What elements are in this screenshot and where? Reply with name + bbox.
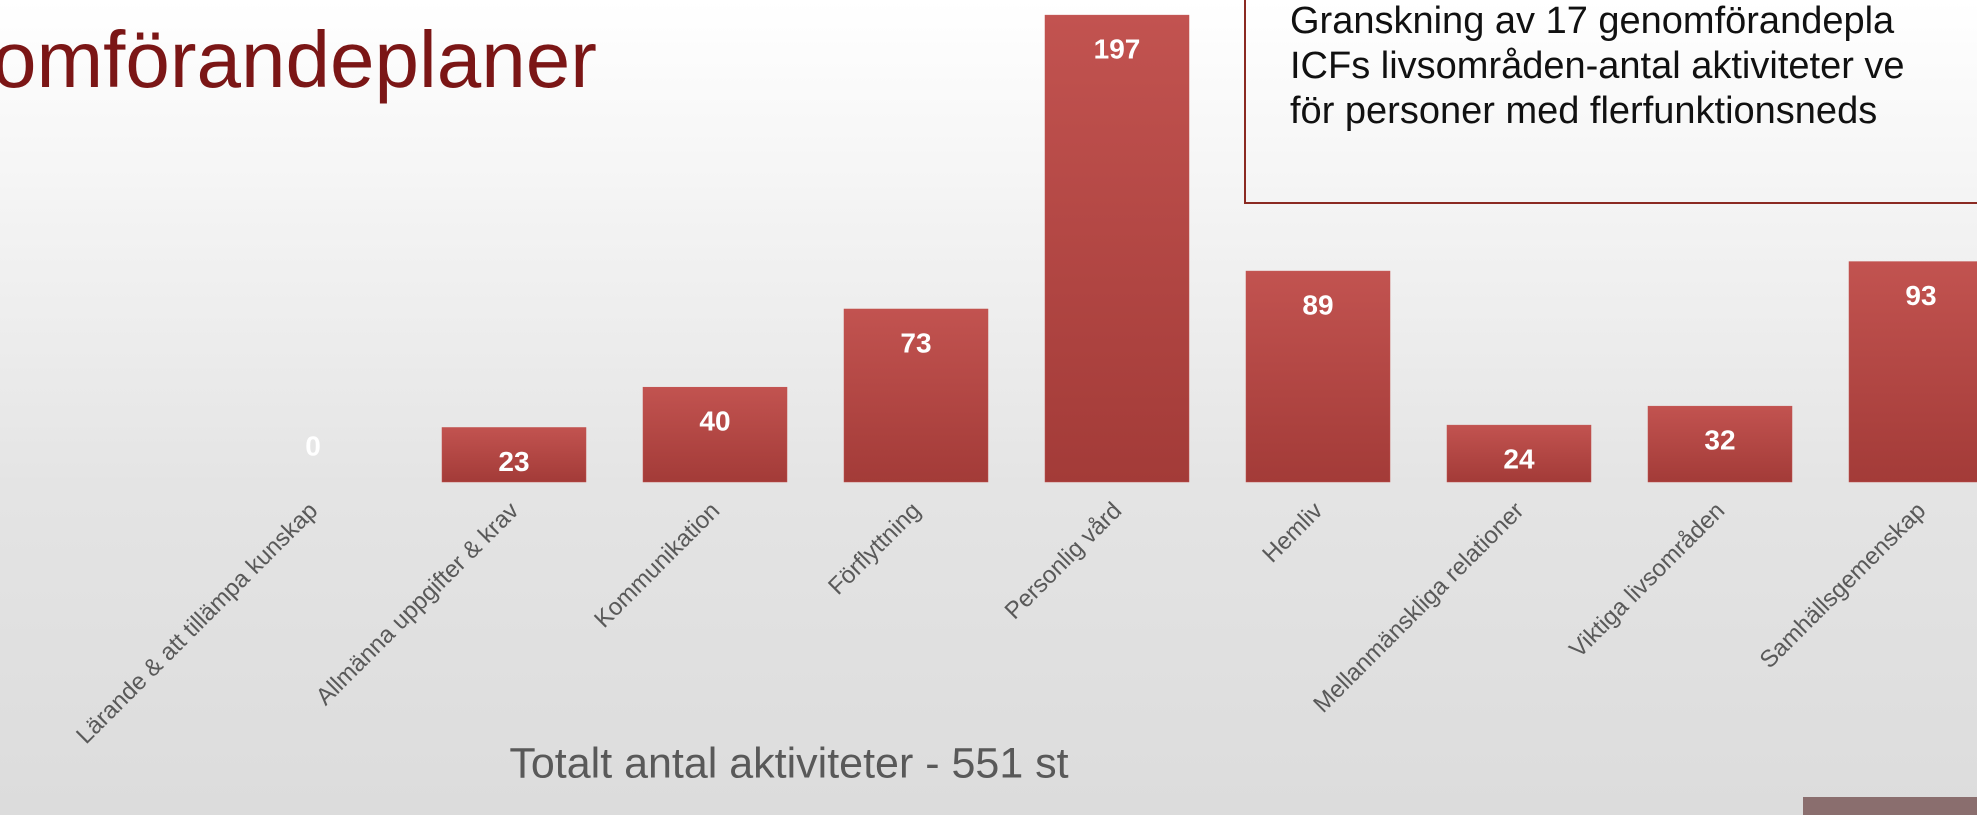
value-label: 23 (498, 446, 529, 477)
footer: Totalt antal aktiviteter - 551 st (509, 739, 1068, 787)
text-box-line: ICFs livsområden-antal aktiviteter ve (1290, 45, 1905, 87)
text-box-line: Granskning av 17 genomförandepla (1290, 0, 1895, 42)
value-label: 0 (305, 430, 321, 461)
bar (1045, 15, 1189, 482)
value-label: 24 (1503, 444, 1535, 475)
photo-fragment (1803, 797, 1977, 815)
value-label: 89 (1302, 289, 1333, 320)
slide-title: omförandeplaner (0, 15, 597, 104)
slide: omförandeplaner Granskning av 17 genomfö… (0, 0, 1977, 815)
value-label: 93 (1905, 280, 1936, 311)
value-label: 197 (1094, 34, 1141, 65)
value-label: 40 (699, 406, 730, 437)
value-label: 32 (1704, 425, 1735, 456)
value-label: 73 (900, 327, 931, 358)
text-box-line: för personer med flerfunktionsneds (1290, 90, 1877, 132)
